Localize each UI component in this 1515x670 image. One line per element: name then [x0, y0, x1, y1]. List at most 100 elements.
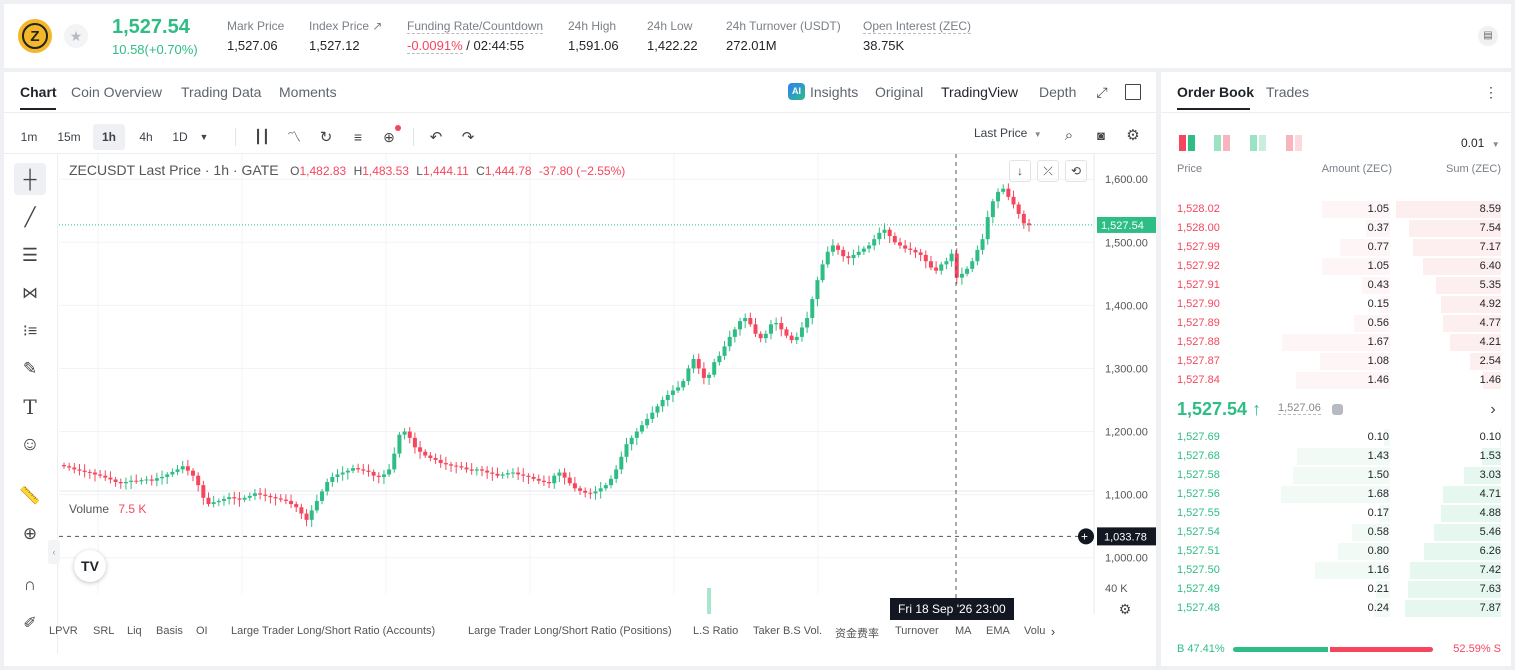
indicator-lt-positions[interactable]: Large Trader Long/Short Ratio (Positions…	[468, 625, 672, 637]
trend-line-icon[interactable]: ╱	[24, 206, 36, 227]
collapse-sidebar-icon[interactable]: ‹	[48, 540, 60, 564]
fib-icon[interactable]: ⁝≡	[22, 323, 38, 340]
ask-row[interactable]: 1,527.87 1.08 2.54	[1161, 352, 1511, 371]
pencil-lock-icon[interactable]: ✐	[23, 615, 37, 632]
volume-label: Volume	[69, 502, 110, 516]
indicator-taker-vol[interactable]: Taker B.S Vol.	[753, 625, 823, 637]
insights-button[interactable]: Insights	[810, 84, 859, 100]
compare-icon[interactable]: ↻	[319, 129, 333, 146]
indicator-ls-ratio[interactable]: L.S Ratio	[693, 625, 739, 637]
view-asks-icon[interactable]	[1286, 135, 1302, 151]
interval-1h[interactable]: 1h	[93, 124, 125, 150]
indicator-turnover[interactable]: Turnover	[895, 625, 939, 637]
chevron-right-icon[interactable]: ›	[1490, 401, 1496, 418]
indicator-basis[interactable]: Basis	[156, 625, 183, 637]
interval-1m[interactable]: 1m	[20, 130, 38, 144]
indicator-lt-accounts[interactable]: Large Trader Long/Short Ratio (Accounts)	[231, 625, 436, 637]
ask-row[interactable]: 1,527.84 1.46 1.46	[1161, 371, 1511, 390]
interval-1d[interactable]: 1D	[172, 130, 188, 144]
scroll-down-icon[interactable]: ↓	[1009, 160, 1031, 182]
add-indicator-icon[interactable]: ⊕	[383, 128, 395, 145]
pattern-icon[interactable]: ⋈	[22, 285, 38, 302]
index-price-label[interactable]: Index Price ↗	[309, 19, 383, 33]
bid-row[interactable]: 1,527.49 0.21 7.63	[1161, 580, 1511, 599]
redo-icon[interactable]: ↷	[461, 129, 475, 146]
interval-4h[interactable]: 4h	[139, 130, 153, 144]
bid-row[interactable]: 1,527.69 0.10 0.10	[1161, 428, 1511, 447]
brush-icon[interactable]: ✎	[22, 359, 38, 378]
text-icon[interactable]: T	[23, 395, 37, 419]
bid-row[interactable]: 1,527.55 0.17 4.88	[1161, 504, 1511, 523]
ask-row[interactable]: 1,527.90 0.15 4.92	[1161, 295, 1511, 314]
reset-icon[interactable]: ⟲	[1065, 160, 1087, 182]
tab-trading-data[interactable]: Trading Data	[181, 84, 262, 100]
candle-body	[428, 455, 433, 459]
low-label: 24h Low	[647, 19, 693, 33]
bid-row[interactable]: 1,527.50 1.16 7.42	[1161, 561, 1511, 580]
window-icon[interactable]	[1125, 84, 1141, 100]
candles-icon[interactable]: ┃┃	[254, 129, 270, 144]
gear-icon[interactable]: ⚙	[1126, 127, 1140, 144]
interval-15m[interactable]: 15m	[57, 130, 81, 144]
bid-row[interactable]: 1,527.48 0.24 7.87	[1161, 599, 1511, 618]
emoji-icon[interactable]: ☺	[20, 434, 40, 455]
notebook-icon[interactable]: ▤	[1478, 26, 1498, 46]
more-icon[interactable]: ⋮	[1484, 83, 1498, 100]
candle-body	[939, 264, 944, 271]
horizontal-lines-icon[interactable]: ☰	[21, 244, 39, 265]
time-settings-icon[interactable]: ⚙	[1118, 600, 1132, 617]
zoom-in-icon[interactable]: ⊕	[22, 524, 38, 543]
price-chart[interactable]: 1,600.00 1,500.00 1,400.00 1,300.00 1,200.00…	[59, 154, 1156, 614]
ask-row[interactable]: 1,527.88 1.67 4.21	[1161, 333, 1511, 352]
ask-row[interactable]: 1,527.91 0.43 5.35	[1161, 276, 1511, 295]
toolbar-separator-2	[413, 128, 414, 146]
price-type-select[interactable]: Last Price ▼	[974, 126, 1042, 140]
indicator-funding[interactable]: 资金费率	[835, 628, 879, 640]
indicator-srl[interactable]: SRL	[93, 625, 115, 637]
ruler-icon[interactable]: 📏	[19, 486, 41, 505]
bid-row[interactable]: 1,527.58 1.50 3.03	[1161, 466, 1511, 485]
collapse-icon[interactable]: ⤫	[1037, 160, 1059, 182]
indicators-icon[interactable]: 〽	[287, 129, 301, 145]
tab-order-book[interactable]: Order Book	[1177, 84, 1255, 100]
ask-row[interactable]: 1,528.02 1.05 8.59	[1161, 200, 1511, 219]
bid-row[interactable]: 1,527.51 0.80 6.26	[1161, 542, 1511, 561]
indicator-volume[interactable]: Volu	[1024, 625, 1046, 637]
bid-row[interactable]: 1,527.68 1.43 1.53	[1161, 447, 1511, 466]
indicator-oi[interactable]: OI	[196, 625, 208, 637]
precision-select[interactable]: 0.01 ▼	[1461, 136, 1500, 150]
ask-row[interactable]: 1,528.00 0.37 7.54	[1161, 219, 1511, 238]
depth-view-button[interactable]: Depth	[1039, 84, 1077, 100]
magnet-icon[interactable]: ∩	[23, 575, 37, 594]
ask-row[interactable]: 1,527.89 0.56 4.77	[1161, 314, 1511, 333]
search-icon[interactable]: ⌕	[1064, 126, 1074, 144]
indicator-lpvr[interactable]: LPVR	[49, 625, 78, 637]
original-view-button[interactable]: Original	[875, 84, 924, 100]
order-price: 1,527.69	[1177, 431, 1220, 443]
view-split-icon[interactable]	[1214, 135, 1230, 151]
indicator-ma[interactable]: MA	[955, 625, 972, 637]
undo-icon[interactable]: ↶	[429, 129, 443, 146]
indicator-liq[interactable]: Liq	[127, 625, 142, 637]
view-bids-icon[interactable]	[1250, 135, 1266, 151]
tab-trades[interactable]: Trades	[1266, 84, 1310, 100]
chevron-right-icon[interactable]: ›	[1050, 623, 1056, 639]
bid-row[interactable]: 1,527.54 0.58 5.46	[1161, 523, 1511, 542]
bid-row[interactable]: 1,527.56 1.68 4.71	[1161, 485, 1511, 504]
expand-icon[interactable]: ⤢	[1096, 83, 1108, 100]
crosshair-icon[interactable]: ┼	[14, 163, 46, 195]
ask-row[interactable]: 1,527.99 0.77 7.17	[1161, 238, 1511, 257]
view-both-icon[interactable]	[1179, 135, 1195, 151]
camera-icon[interactable]: ◙	[1097, 127, 1105, 143]
candle-body	[665, 394, 670, 400]
templates-icon[interactable]: ≡	[353, 129, 363, 145]
tradingview-view-button[interactable]: TradingView	[941, 84, 1019, 100]
tab-moments[interactable]: Moments	[279, 84, 337, 100]
tab-chart[interactable]: Chart	[20, 84, 57, 100]
high-label: 24h High	[568, 19, 617, 33]
tab-coin-overview[interactable]: Coin Overview	[71, 84, 163, 100]
indicator-ema[interactable]: EMA	[986, 625, 1010, 637]
favorite-star-icon[interactable]: ★	[64, 24, 88, 48]
chevron-down-icon[interactable]: ▼	[199, 132, 209, 142]
ask-row[interactable]: 1,527.92 1.05 6.40	[1161, 257, 1511, 276]
